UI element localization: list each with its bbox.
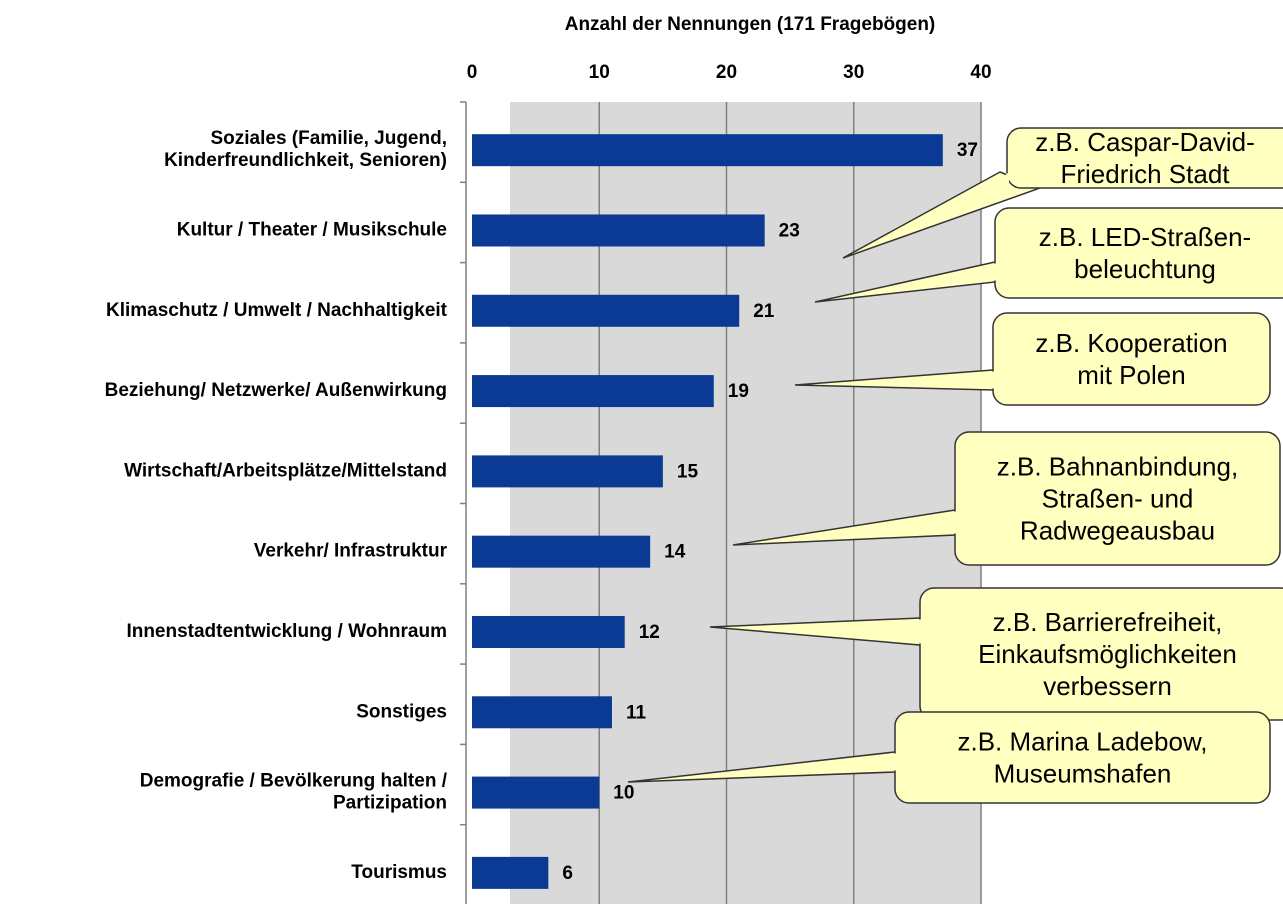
axis-title: Anzahl der Nennungen (171 Fragebögen) (565, 14, 936, 35)
value-label: 10 (613, 783, 634, 804)
category-label: Beziehung/ Netzwerke/ Außenwirkung (105, 380, 447, 401)
x-tick-label: 0 (467, 62, 478, 83)
bar (472, 294, 740, 327)
value-label: 6 (562, 863, 573, 884)
category-label: Verkehr/ Infrastruktur (254, 541, 448, 562)
category-label: Tourismus (351, 862, 447, 883)
value-label: 14 (664, 542, 686, 563)
callout-seam (954, 511, 957, 534)
callout-seam (894, 753, 897, 771)
bar (472, 776, 600, 809)
callout-seam (1006, 173, 1009, 187)
callout-seam (919, 619, 922, 644)
category-label: Sonstiges (356, 701, 447, 722)
value-label: 15 (677, 461, 699, 482)
callout-seam (994, 263, 997, 281)
callout-text: z.B. Kooperation mit Polen (1035, 328, 1227, 390)
callout-box (954, 431, 1281, 566)
bar (472, 375, 714, 408)
bar (472, 696, 612, 729)
bar (472, 455, 663, 488)
category-label: Kultur / Theater / Musikschule (177, 219, 447, 240)
bar (472, 615, 625, 648)
callout-text: z.B. Marina Ladebow, Museumshafen (957, 726, 1207, 788)
value-label: 12 (639, 622, 660, 643)
bar (472, 134, 943, 167)
callout-seam (992, 371, 995, 389)
x-tick-label: 10 (589, 62, 610, 83)
category-label: Wirtschaft/Arbeitsplätze/Mittelstand (124, 460, 447, 481)
value-label: 19 (728, 381, 749, 402)
x-tick-label: 20 (716, 62, 737, 83)
x-tick-label: 30 (843, 62, 864, 83)
value-label: 23 (779, 220, 800, 241)
category-label: Soziales (Familie, Jugend, Kinderfreundli… (164, 128, 447, 171)
bar (472, 535, 651, 568)
value-label: 11 (626, 702, 647, 723)
callout-box (992, 312, 1271, 406)
callout-text: z.B. LED-Straßen-beleuchtung (1039, 222, 1251, 284)
x-tick-label: 40 (970, 62, 991, 83)
value-label: 37 (957, 140, 978, 161)
category-label: Demografie / Bevölkerung halten / Partizi… (140, 771, 448, 814)
bar (472, 856, 549, 889)
callout-box (994, 207, 1283, 299)
callout-text: z.B. Bahnanbindung, Straßen- und Radwegeau… (997, 451, 1238, 545)
callout-box (1006, 127, 1283, 189)
callout-text: z.B. Caspar-David-Friedrich Stadt (1035, 127, 1255, 189)
callout-text: z.B. Barrierefreiheit, Einkaufsmöglichkei… (978, 607, 1237, 701)
value-label: 21 (753, 301, 775, 322)
category-label: Klimaschutz / Umwelt / Nachhaltigkeit (106, 300, 448, 321)
bar (472, 214, 765, 247)
category-label: Innenstadtentwicklung / Wohnraum (126, 621, 447, 642)
